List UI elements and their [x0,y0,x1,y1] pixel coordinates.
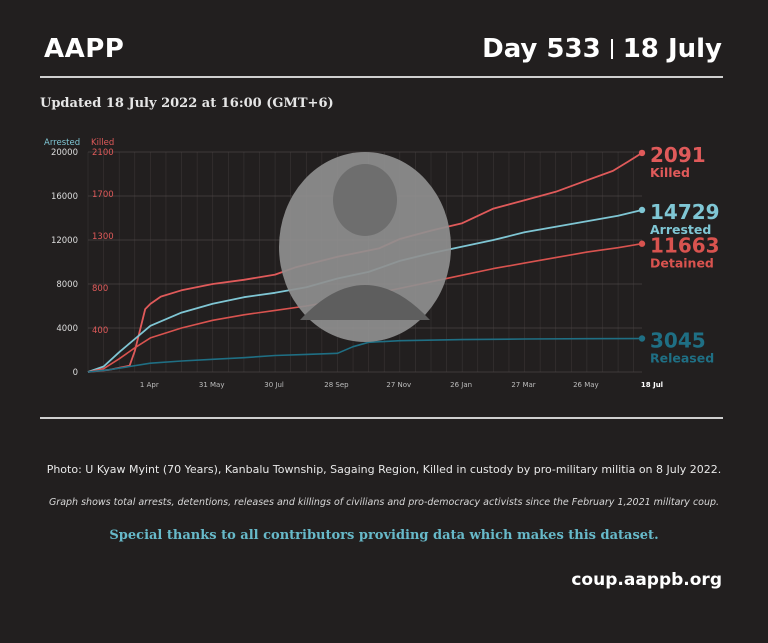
x-tick-label: 18 Jul [641,381,663,389]
value-label-arrested: 14729 [650,200,720,224]
day-date-title: Day 533 18 July [482,34,722,64]
y-tick-arrested: 16000 [51,192,78,202]
y-tick-killed: 400 [92,326,108,336]
series-label-released: Released [650,351,714,366]
y-tick-arrested: 4000 [56,324,78,334]
timeline-chart: 0 4000 8000 12000 16000 20000 400 800 1300 1700 21… [44,138,720,389]
series-label-detained: Detained [650,256,714,271]
series-end-marker-detained [638,240,646,247]
updated-timestamp: Updated 18 July 2022 at 16:00 (GMT+6) [40,96,334,111]
thanks-note: Special thanks to all contributors provi… [109,528,659,543]
graph-caption: Graph shows total arrests, detentions, r… [48,497,720,508]
x-tick-label: 1 Apr [140,381,159,389]
value-label-released: 3045 [650,329,706,353]
y-tick-killed: 2100 [92,148,114,158]
series-end-marker-killed [638,149,646,157]
series-end-marker-arrested [638,206,646,214]
portrait-photo [279,152,451,342]
date-label: 18 July [622,34,722,64]
website-link[interactable]: coup.aappb.org [571,570,722,590]
x-tick-label: 26 May [573,381,599,389]
series-line-released [87,337,643,373]
y-tick-killed: 800 [92,284,108,294]
y-tick-arrested: 8000 [56,280,78,290]
axis-label-killed: Killed [91,138,114,148]
y-tick-arrested: 20000 [51,148,78,158]
series-label-killed: Killed [650,165,690,180]
series-label-arrested: Arrested [650,222,711,237]
series-end-marker-released [638,335,646,342]
portrait-head [333,164,397,236]
y-tick-killed: 1300 [92,232,114,242]
x-tick-label: 26 Jan [450,381,472,389]
x-tick-label: 31 May [199,381,225,389]
x-tick-label: 30 Jul [264,381,284,389]
top-divider [40,76,723,78]
photo-caption: Photo: U Kyaw Myint (70 Years), Kanbalu … [46,463,722,476]
portrait-shoulders [300,285,430,320]
brand-title: AAPP [44,34,125,64]
y-tick-arrested: 0 [73,368,78,378]
x-tick-label: 28 Sep [324,381,349,389]
x-tick-label: 27 Mar [511,381,535,389]
value-label-detained: 11663 [650,234,720,258]
axis-label-arrested: Arrested [44,138,80,148]
title-separator [610,39,613,59]
value-label-killed: 2091 [650,143,706,167]
y-tick-arrested: 12000 [51,236,78,246]
x-tick-label: 27 Nov [386,381,411,389]
day-count: Day 533 [482,34,601,64]
y-tick-killed: 1700 [92,190,114,200]
bottom-divider [40,417,723,419]
